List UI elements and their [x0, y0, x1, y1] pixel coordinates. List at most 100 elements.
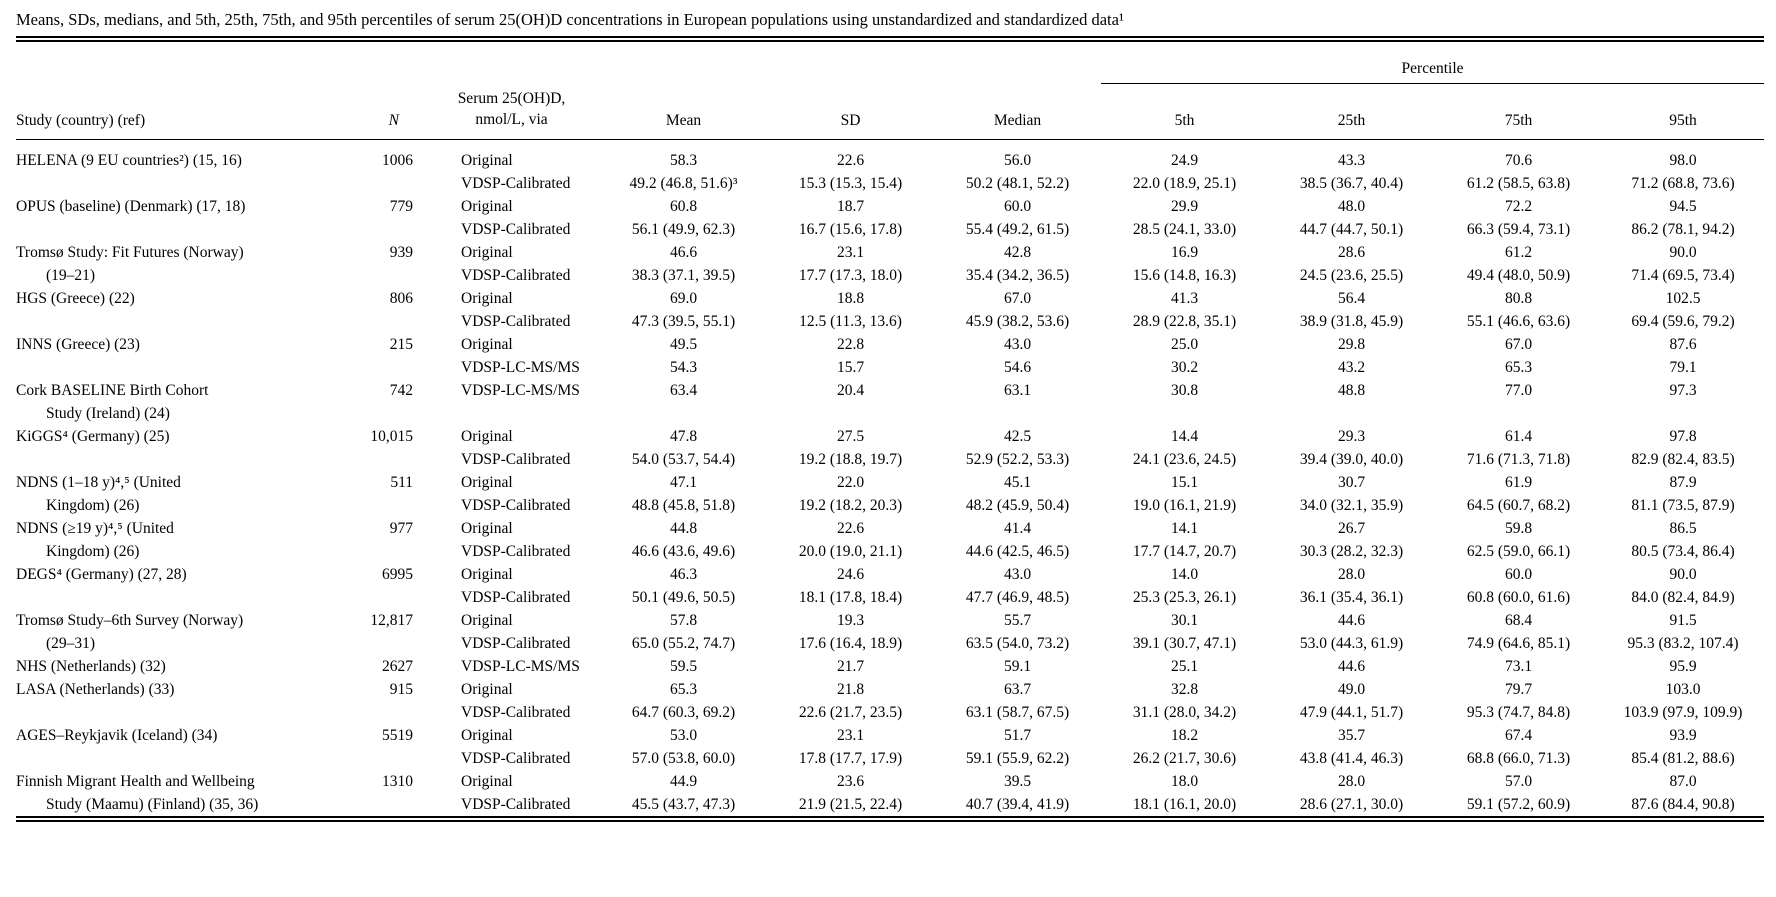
cell-p25: 28.0 [1337, 772, 1366, 790]
cell-n [352, 172, 423, 195]
cell-p5: 14.4 [1170, 427, 1199, 445]
cell-p25: 43.3 [1337, 151, 1366, 169]
cell-p75: 59.1 (57.2, 60.9) [1466, 795, 1571, 813]
cell-p95: 102.5 [1665, 289, 1701, 307]
cell-p5: 24.1 (23.6, 24.5) [1132, 450, 1237, 468]
cell-p5: 26.2 (21.7, 30.6) [1132, 749, 1237, 767]
cell-sd: 23.1 [836, 243, 865, 261]
cell-study [16, 448, 352, 471]
cell-via: Original [461, 565, 513, 583]
cell-p5: 31.1 (28.0, 34.2) [1132, 703, 1237, 721]
cell-via: Original [461, 427, 513, 445]
cell-study: NDNS (≥19 y)⁴,⁵ (United [16, 519, 174, 537]
table-row: Kingdom) (26) VDSP-Calibrated 46.6 (43.6, … [16, 540, 1764, 563]
cell-study: Study (Ireland) (24) [46, 404, 170, 422]
cell-mean: 47.8 [669, 427, 698, 445]
cell-p25: 28.0 [1337, 565, 1366, 583]
cell-n: 779 [389, 197, 413, 215]
cell-p95: 95.9 [1669, 657, 1697, 675]
cell-mean: 65.3 [669, 680, 698, 698]
cell-p75: 55.1 (46.6, 63.6) [1466, 312, 1571, 330]
cell-n [352, 701, 423, 724]
cell-sd: 21.9 (21.5, 22.4) [798, 795, 903, 813]
cell-n [352, 540, 423, 563]
cell-study: Kingdom) (26) [46, 542, 140, 560]
cell-study: NDNS (1–18 y)⁴,⁵ (United [16, 473, 181, 491]
column-header-75th: 75th [1435, 83, 1602, 140]
cell-p95: 87.9 [1669, 473, 1697, 491]
cell-p25: 48.8 [1337, 381, 1366, 399]
cell-sd: 23.1 [836, 726, 865, 744]
cell-p25: 44.6 [1337, 611, 1366, 629]
cell-median: 42.5 [1003, 427, 1032, 445]
cell-p25: 49.0 [1337, 680, 1366, 698]
cell-p25: 34.0 (32.1, 35.9) [1299, 496, 1404, 514]
cell-n: 742 [389, 381, 413, 399]
cell-p95: 86.5 [1669, 519, 1697, 537]
cell-sd: 17.8 (17.7, 17.9) [798, 749, 903, 767]
cell-sd: 22.6 [836, 519, 865, 537]
cell-via: VDSP-Calibrated [461, 703, 571, 721]
cell-via: Original [461, 197, 513, 215]
cell-p5: 25.3 (25.3, 26.1) [1132, 588, 1237, 606]
cell-median: 67.0 [1003, 289, 1032, 307]
table-row: VDSP-Calibrated 64.7 (60.3, 69.2) 22.6 (21… [16, 701, 1764, 724]
cell-p95: 79.1 [1669, 358, 1697, 376]
cell-p5: 41.3 [1170, 289, 1199, 307]
cell-p95: 91.5 [1669, 611, 1697, 629]
cell-via: VDSP-LC-MS/MS [461, 381, 580, 399]
cell-via: VDSP-Calibrated [461, 174, 571, 192]
cell-via: Original [461, 151, 513, 169]
cell-p25: 39.4 (39.0, 40.0) [1299, 450, 1404, 468]
table-row: AGES–Reykjavik (Iceland) (34) 5519 Origina… [16, 724, 1764, 747]
cell-sd: 19.2 (18.2, 20.3) [798, 496, 903, 514]
cell-p5: 25.0 [1170, 335, 1199, 353]
cell-via: VDSP-LC-MS/MS [461, 358, 580, 376]
cell-p5: 25.1 [1170, 657, 1199, 675]
table-row: LASA (Netherlands) (33) 915 Original 65.3 21… [16, 678, 1764, 701]
cell-p95: 97.3 [1669, 381, 1697, 399]
cell-via: VDSP-Calibrated [461, 450, 571, 468]
table-body: HELENA (9 EU countries²) (15, 16) 1006 Ori… [16, 140, 1764, 817]
cell-study: LASA (Netherlands) (33) [16, 680, 175, 698]
cell-p95: 93.9 [1669, 726, 1697, 744]
cell-via: Original [461, 772, 513, 790]
cell-sd: 22.6 [836, 151, 865, 169]
table-row: VDSP-Calibrated 54.0 (53.7, 54.4) 19.2 (18… [16, 448, 1764, 471]
cell-n [352, 402, 423, 425]
table-row: (29–31) VDSP-Calibrated 65.0 (55.2, 74.7) 1… [16, 632, 1764, 655]
cell-mean: 58.3 [669, 151, 698, 169]
cell-p75: 65.3 [1504, 358, 1533, 376]
cell-p5: 29.9 [1170, 197, 1199, 215]
cell-median: 51.7 [1003, 726, 1032, 744]
cell-sd: 22.8 [836, 335, 865, 353]
cell-p75: 68.4 [1504, 611, 1533, 629]
group-header-spacer [16, 42, 1101, 84]
column-header-n: N [352, 83, 423, 140]
cell-p75: 62.5 (59.0, 66.1) [1466, 542, 1571, 560]
cell-via: VDSP-LC-MS/MS [461, 657, 580, 675]
table-row: VDSP-Calibrated 56.1 (49.9, 62.3) 16.7 (15… [16, 218, 1764, 241]
cell-median: 55.7 [1003, 611, 1032, 629]
cell-sd: 27.5 [836, 427, 865, 445]
table-row: (19–21) VDSP-Calibrated 38.3 (37.1, 39.5) 1… [16, 264, 1764, 287]
cell-p95: 84.0 (82.4, 84.9) [1631, 588, 1735, 606]
cell-mean: 56.1 (49.9, 62.3) [631, 220, 736, 238]
cell-sd: 21.7 [836, 657, 865, 675]
table-row: VDSP-Calibrated 50.1 (49.6, 50.5) 18.1 (17… [16, 586, 1764, 609]
cell-p75: 66.3 (59.4, 73.1) [1466, 220, 1571, 238]
cell-study [16, 356, 352, 379]
table-row: Tromsø Study: Fit Futures (Norway) 939 Ori… [16, 241, 1764, 264]
cell-median: 55.4 (49.2, 61.5) [965, 220, 1070, 238]
cell-study: NHS (Netherlands) (32) [16, 657, 166, 675]
cell-median: 40.7 (39.4, 41.9) [965, 795, 1070, 813]
cell-p75: 79.7 [1504, 680, 1533, 698]
cell-mean: 46.6 (43.6, 49.6) [631, 542, 736, 560]
table-row: VDSP-Calibrated 47.3 (39.5, 55.1) 12.5 (11… [16, 310, 1764, 333]
cell-mean: 47.1 [669, 473, 698, 491]
cell-p5: 19.0 (16.1, 21.9) [1132, 496, 1237, 514]
cell-sd: 18.1 (17.8, 18.4) [798, 588, 903, 606]
cell-p25: 26.7 [1337, 519, 1366, 537]
cell-median: 56.0 [1003, 151, 1032, 169]
cell-sd: 20.0 (19.0, 21.1) [798, 542, 903, 560]
